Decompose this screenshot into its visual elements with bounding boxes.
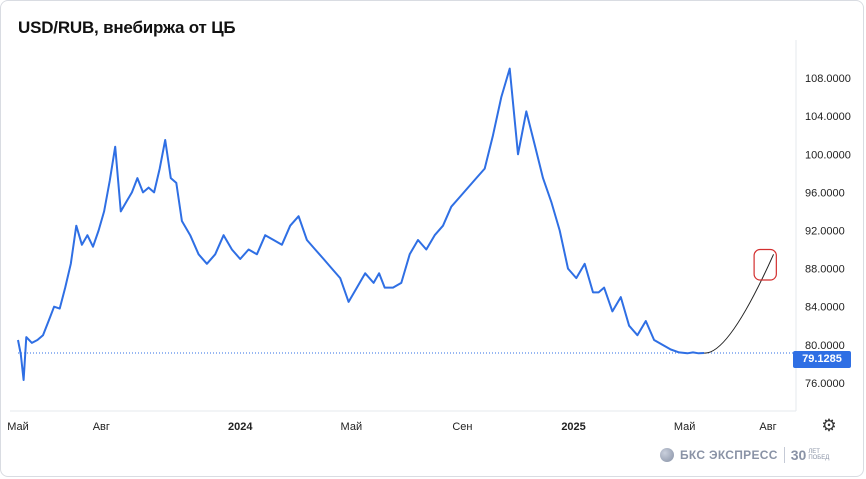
current-price-badge: 79.1285 [793, 351, 851, 368]
y-tick-label: 96.0000 [805, 187, 845, 199]
anniversary-number: 30 [790, 447, 807, 463]
x-axis-ticks: Май Авг 2024 Май Сен 2025 Май Авг [7, 421, 776, 433]
anniversary-badge: 30 ЛЕТ ПОБЕД [791, 447, 830, 463]
forecast-line [704, 254, 775, 354]
gear-icon[interactable]: ⚙ [821, 416, 837, 435]
y-axis-ticks: 76.0000 80.0000 84.0000 88.0000 92.0000 96.00… [805, 73, 851, 390]
x-tick-label: Авг [759, 421, 776, 433]
y-tick-label: 92.0000 [805, 225, 845, 237]
y-tick-label: 100.0000 [805, 149, 851, 161]
brand-name: БКС ЭКСПРЕСС [680, 448, 778, 462]
x-tick-label: Сен [452, 421, 472, 433]
x-tick-label: Авг [93, 421, 110, 433]
y-tick-label: 88.0000 [805, 264, 845, 276]
anniversary-text: ЛЕТ ПОБЕД [808, 449, 830, 461]
footer-logo: БКС ЭКСПРЕСС 30 ЛЕТ ПОБЕД [660, 444, 829, 466]
x-tick-label: Май [341, 421, 363, 433]
y-tick-label: 76.0000 [805, 378, 845, 390]
y-tick-label: 84.0000 [805, 302, 845, 314]
logo-divider [783, 447, 785, 463]
bks-logo-icon [660, 448, 674, 462]
x-tick-label: 2025 [561, 421, 585, 433]
x-tick-label: Май [7, 421, 29, 433]
x-tick-label: 2024 [228, 421, 253, 433]
chart-title: USD/RUB, внебиржа от ЦБ [18, 18, 236, 37]
y-tick-label: 104.0000 [805, 111, 851, 123]
target-zone-box [753, 248, 777, 281]
y-tick-label: 108.0000 [805, 73, 851, 85]
x-tick-label: Май [674, 421, 696, 433]
y-tick-label: 80.0000 [805, 340, 845, 352]
series-line-usd-rub [17, 67, 705, 381]
